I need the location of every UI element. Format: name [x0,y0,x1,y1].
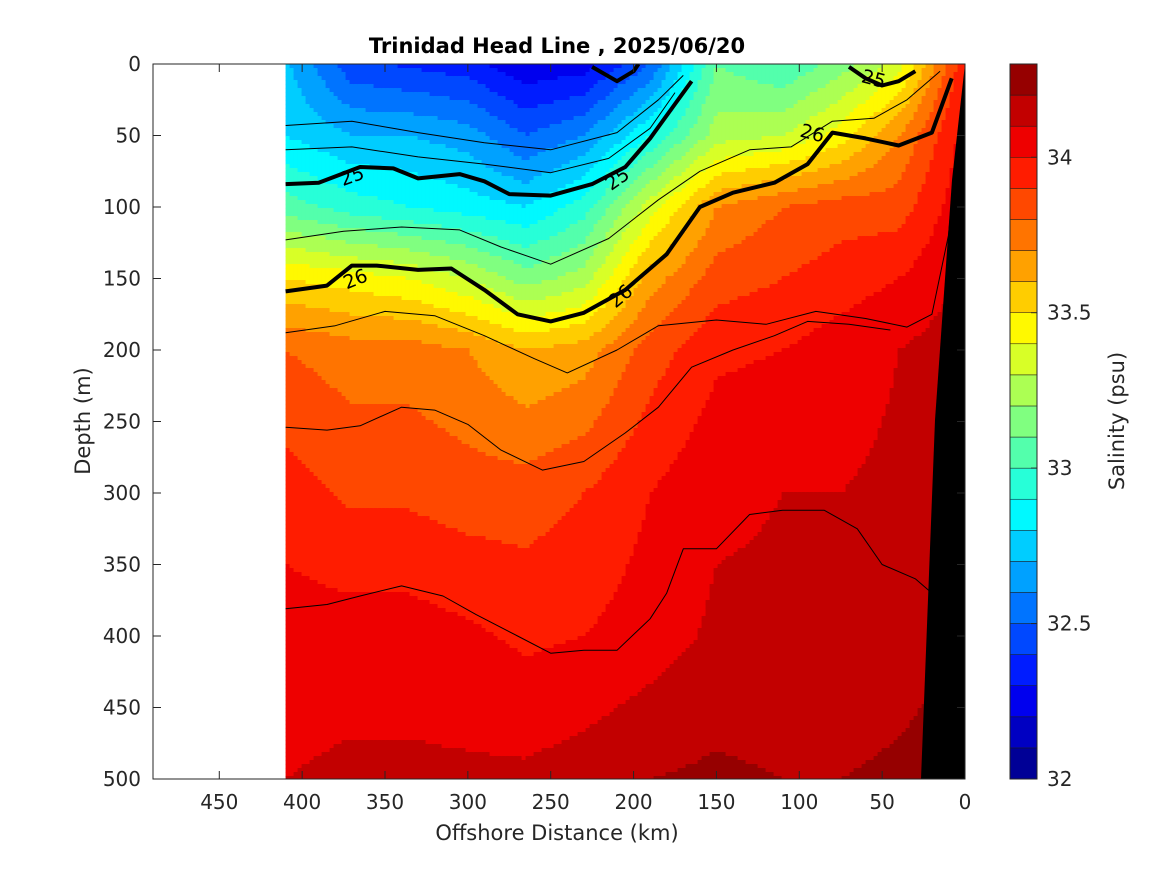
y-tick-label: 300 [103,481,141,505]
colorbar-swatch [1010,188,1037,219]
y-tick-label: 350 [103,553,141,577]
colorbar-tick-label: 32.5 [1047,612,1092,636]
x-tick-label: 0 [959,790,972,814]
colorbar-swatch [1010,375,1037,406]
colorbar-swatch [1010,624,1037,655]
colorbar-swatch [1010,748,1037,779]
x-tick-label: 300 [449,790,487,814]
y-tick-label: 200 [103,338,141,362]
colorbar: 32 32.5 33 33.5 34 [1010,64,1092,791]
x-tick-label: 450 [200,790,238,814]
colorbar-swatch [1010,64,1037,95]
colorbar-swatch [1010,126,1037,157]
x-tick-label: 400 [283,790,321,814]
colorbar-tick-label: 33 [1047,456,1072,480]
colorbar-label: Salinity (psu) [1105,352,1129,490]
colorbar-swatch [1010,251,1037,282]
colorbar-tick-label: 33.5 [1047,301,1092,325]
y-tick-label: 500 [103,767,141,791]
colorbar-swatch [1010,655,1037,686]
x-tick-label: 150 [697,790,735,814]
colorbar-tick-label: 32 [1047,767,1072,791]
colorbar-swatch [1010,530,1037,561]
y-axis-label: Depth (m) [71,367,95,474]
x-tick-label: 350 [366,790,404,814]
colorbar-swatch [1010,686,1037,717]
chart-title: Trinidad Head Line , 2025/06/20 [369,34,745,58]
colorbar-swatch [1010,499,1037,530]
x-axis-label: Offshore Distance (km) [435,821,678,845]
colorbar-swatch [1010,219,1037,250]
chart-svg: 252625262526 450 400 350 300 250 200 150 100 50 0… [0,0,1167,875]
y-tick-label: 150 [103,267,141,291]
y-tick-label: 250 [103,410,141,434]
colorbar-swatch [1010,157,1037,188]
y-tick-label: 100 [103,195,141,219]
colorbar-swatch [1010,313,1037,344]
colorbar-swatch [1010,282,1037,313]
x-tick-label: 250 [532,790,570,814]
colorbar-swatch [1010,468,1037,499]
colorbar-swatch [1010,561,1037,592]
chart-root: 25 26 25 26 25 26 450 400 350 300 250 200 150 100 50 0… [0,0,1167,875]
colorbar-swatch [1010,344,1037,375]
colorbar-swatch [1010,592,1037,623]
y-tick-label: 400 [103,624,141,648]
colorbar-swatch [1010,437,1037,468]
colorbar-swatch [1010,717,1037,748]
x-tick-label: 50 [869,790,894,814]
colorbar-swatch [1010,95,1037,126]
x-tick-label: 200 [614,790,652,814]
y-tick-label: 0 [128,52,141,76]
y-tick-label: 450 [103,696,141,720]
colorbar-swatch [1010,406,1037,437]
x-tick-label: 100 [780,790,818,814]
colorbar-tick-label: 34 [1047,145,1072,169]
y-tick-label: 50 [116,124,141,148]
